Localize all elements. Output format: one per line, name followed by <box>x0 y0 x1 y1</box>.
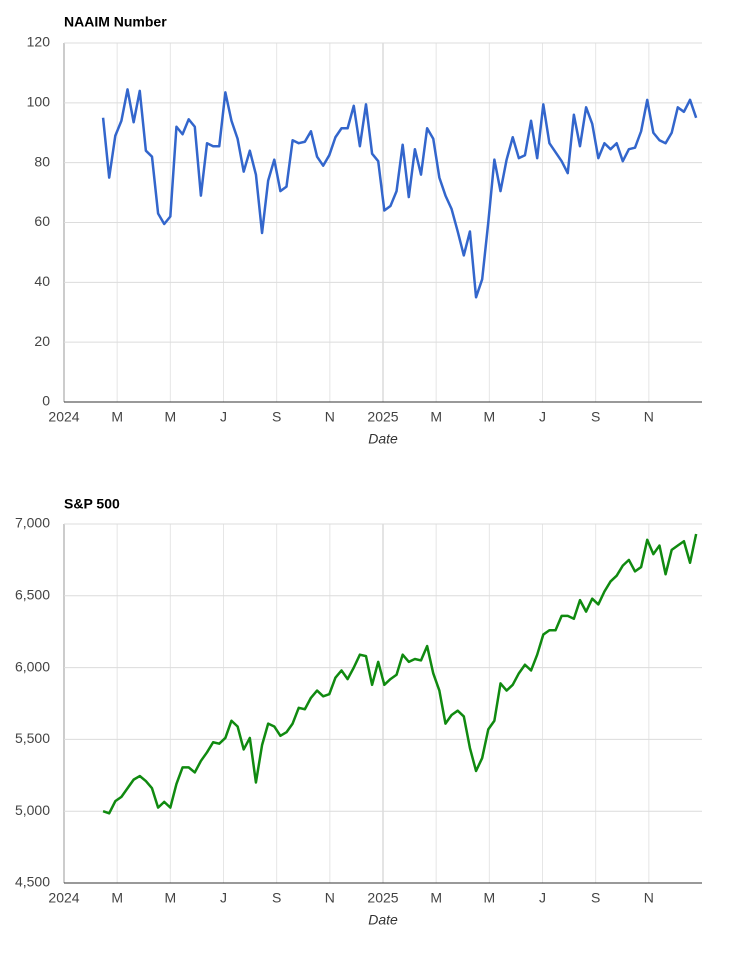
x-tick-label: S <box>591 409 600 425</box>
data-line <box>102 533 698 815</box>
data-line <box>101 88 698 299</box>
x-axis-title: Date <box>368 912 398 928</box>
y-tick-label: 120 <box>27 34 51 50</box>
y-tick-label: 5,000 <box>15 802 50 818</box>
y-tick-label: 80 <box>34 153 50 169</box>
x-tick-label: M <box>111 409 123 425</box>
y-tick-label: 7,000 <box>15 515 50 531</box>
x-tick-label: M <box>430 409 442 425</box>
x-tick-label: M <box>430 890 442 906</box>
x-tick-label: M <box>164 409 176 425</box>
chart: S&P 500 2024 M M J S N 2025 M M J S N 4,500 5,000 5,500… <box>15 496 702 928</box>
x-tick-label: J <box>539 890 546 906</box>
y-tick-label: 5,500 <box>15 730 50 746</box>
x-tick-label: J <box>539 409 546 425</box>
x-tick-label: 2025 <box>367 409 398 425</box>
x-tick-label: N <box>644 890 654 906</box>
y-tick-label: 40 <box>34 273 50 289</box>
y-tick-label: 100 <box>27 94 51 110</box>
x-tick-label: 2024 <box>48 409 79 425</box>
y-tick-label: 20 <box>34 333 50 349</box>
x-tick-label: M <box>111 890 123 906</box>
x-axis-title: Date <box>368 431 398 447</box>
chart-title: S&P 500 <box>64 496 120 512</box>
x-tick-label: 2025 <box>367 890 398 906</box>
x-tick-label: M <box>483 890 495 906</box>
x-tick-label: N <box>325 890 335 906</box>
chart-title: NAAIM Number <box>64 14 167 30</box>
y-tick-label: 60 <box>34 213 50 229</box>
x-tick-label: S <box>272 409 281 425</box>
chart: NAAIM Number 2024 M M J S N 2025 M M J S N 0 20 40 60 80 1… <box>27 14 702 447</box>
y-tick-label: 4,500 <box>15 874 50 890</box>
x-tick-label: J <box>220 409 227 425</box>
x-tick-label: J <box>220 890 227 906</box>
x-tick-label: M <box>483 409 495 425</box>
x-tick-label: M <box>164 890 176 906</box>
x-tick-label: N <box>644 409 654 425</box>
x-tick-label: 2024 <box>48 890 79 906</box>
y-tick-label: 6,500 <box>15 587 50 603</box>
y-tick-label: 6,000 <box>15 658 50 674</box>
x-tick-label: S <box>272 890 281 906</box>
y-tick-label: 0 <box>42 393 50 409</box>
x-tick-label: S <box>591 890 600 906</box>
x-tick-label: N <box>325 409 335 425</box>
